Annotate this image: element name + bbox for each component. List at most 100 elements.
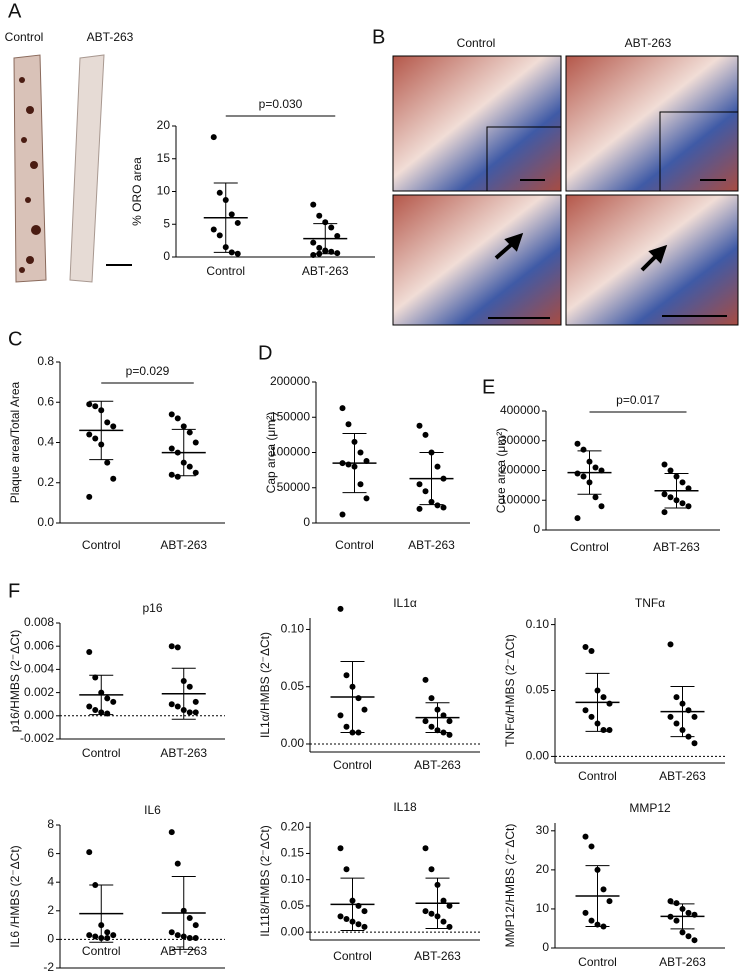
dot: [337, 605, 344, 612]
dot: [446, 923, 453, 930]
dot: [343, 866, 350, 873]
dot: [234, 250, 241, 257]
y-axis-label: % ORO area: [130, 157, 144, 226]
y-tick-label: 300000: [500, 433, 540, 447]
dot: [86, 431, 93, 438]
dot: [110, 423, 117, 430]
dot: [434, 502, 441, 509]
y-tick-label: 0.20: [281, 819, 305, 833]
y-tick-label: 5: [163, 216, 170, 230]
aorta-control: [13, 54, 47, 283]
y-axis-label: Plaque area/Total Area: [8, 381, 22, 503]
y-tick-label: 0.002: [24, 685, 54, 699]
chart: 0.0 0.2 0.4 0.6 0.8 Plaque area/Total Area Con…: [8, 354, 225, 552]
dot: [92, 707, 99, 713]
dot: [582, 644, 589, 650]
dot: [92, 403, 99, 410]
dot: [92, 435, 99, 442]
y-axis-label: TNFα/HMBS (2⁻ΔCt): [503, 634, 517, 747]
dot: [679, 479, 686, 486]
dot: [600, 694, 607, 701]
x-tick-label: Control: [333, 758, 372, 772]
dot: [357, 449, 364, 456]
y-tick-label: 0.2: [37, 475, 54, 489]
dot: [685, 485, 692, 492]
dot: [86, 703, 93, 710]
dot: [168, 643, 175, 650]
y-tick-label: 0: [163, 249, 170, 263]
histology: [565, 55, 739, 192]
dot: [673, 917, 680, 924]
dot: [582, 707, 589, 714]
dot: [422, 431, 429, 438]
y-tick-label: 0: [47, 932, 54, 946]
dot: [310, 252, 317, 259]
dot: [574, 440, 581, 447]
dot: [186, 429, 193, 436]
y-tick-label: 10: [536, 901, 550, 915]
arrow: [640, 244, 668, 272]
y-tick-label: 0.10: [281, 872, 305, 886]
dot: [434, 463, 441, 470]
chart: 0 50000 100000 150000 200000 Cap area (μm²) Co…: [264, 374, 470, 552]
panel-label: D: [258, 342, 272, 364]
dot: [667, 494, 674, 501]
y-tick-label: 200000: [270, 374, 310, 388]
dot: [186, 709, 193, 716]
histology: [392, 55, 562, 192]
dot: [180, 423, 187, 430]
dot: [86, 932, 93, 939]
dot: [582, 909, 589, 916]
dot: [168, 829, 175, 836]
y-axis-label: IL118/HMBS (2⁻ΔCt): [258, 825, 272, 937]
dot: [334, 233, 341, 240]
y-tick-label: 6: [47, 846, 54, 860]
dot: [110, 932, 117, 939]
dot: [186, 934, 193, 941]
chart-title: TNFα: [635, 596, 665, 610]
dot: [216, 232, 223, 239]
dot: [588, 843, 595, 850]
y-axis-label: MMP12/HMBS (2⁻ΔCt): [503, 824, 517, 948]
dot: [606, 700, 613, 707]
dot: [174, 932, 181, 939]
dot: [174, 860, 181, 867]
y-tick-label: 0.4: [37, 435, 54, 449]
dot: [588, 917, 595, 924]
y-tick-label: 200000: [500, 463, 540, 477]
dot: [337, 845, 344, 852]
dot: [361, 923, 368, 930]
y-tick-label: 0.10: [281, 622, 305, 636]
dot: [416, 505, 423, 512]
x-tick-label: ABT-263: [414, 758, 461, 772]
y-tick-label: 0.00: [281, 924, 305, 938]
chart-title: p16: [142, 601, 162, 615]
dot: [685, 909, 692, 916]
histology: [392, 194, 562, 326]
dot: [422, 676, 429, 683]
dot: [310, 201, 317, 208]
x-tick-label: Control: [335, 538, 374, 552]
dot: [104, 929, 111, 936]
dot: [574, 515, 581, 522]
dot: [416, 422, 423, 429]
y-axis-label: Cap area (μm²): [264, 412, 278, 494]
dot: [600, 886, 607, 893]
dot: [606, 727, 613, 734]
significance-label: p=0.017: [616, 393, 660, 407]
dot: [440, 897, 447, 904]
y-axis-label: p16/HMBS (2⁻ΔCt): [8, 630, 22, 732]
aorta-abt: [69, 54, 105, 283]
chart-title: IL6: [144, 803, 161, 817]
x-tick-label: Control: [578, 955, 617, 969]
dot: [110, 698, 117, 705]
dot: [416, 481, 423, 488]
dot: [422, 845, 429, 852]
dot: [588, 713, 595, 720]
dot: [673, 900, 680, 907]
dot: [422, 718, 429, 725]
dot: [428, 723, 435, 730]
dot: [661, 461, 668, 468]
dot: [168, 929, 175, 936]
inset-box: [659, 111, 739, 192]
